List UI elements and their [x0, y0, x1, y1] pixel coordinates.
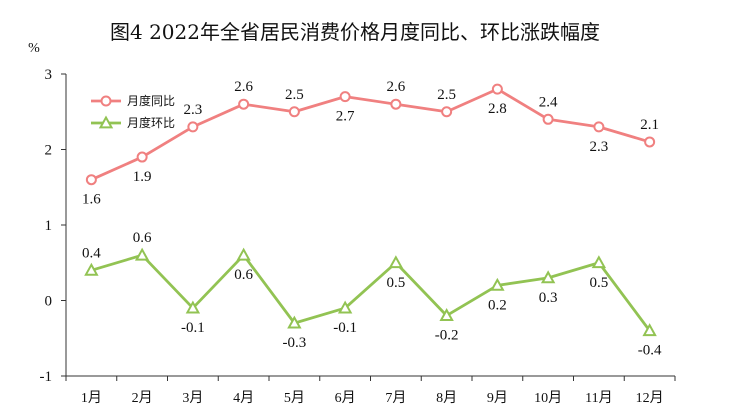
data-label-yoy: 2.6: [234, 79, 253, 95]
legend-label-mom: 月度环比: [127, 115, 175, 130]
chart-title: 图4 2022年全省居民消费价格月度同比、环比涨跌幅度: [110, 20, 600, 44]
data-label-yoy: 1.9: [133, 169, 152, 185]
data-point-mom: [642, 323, 657, 337]
x-tick-label: 9月: [487, 390, 508, 406]
data-point-mom: [591, 255, 607, 269]
data-point-yoy: [441, 106, 453, 118]
data-label-yoy: 2.3: [184, 102, 203, 118]
y-tick-label: 0: [45, 294, 53, 310]
data-label-yoy: 2.7: [336, 109, 355, 125]
x-tick-label: 12月: [636, 390, 664, 406]
data-point-yoy: [187, 121, 199, 133]
data-point-yoy: [542, 113, 554, 125]
data-label-yoy: 1.6: [82, 192, 101, 208]
data-label-mom: 0.5: [590, 275, 609, 291]
series-group: [84, 83, 657, 337]
data-point-yoy: [390, 98, 402, 110]
data-label-mom: -0.1: [181, 320, 205, 336]
legend-label-yoy: 月度同比: [127, 93, 175, 108]
x-tick-label: 6月: [335, 390, 356, 406]
data-point-yoy: [238, 98, 250, 110]
data-point-mom: [490, 277, 505, 291]
data-point-yoy: [288, 106, 300, 118]
data-labels: 1.6 1.9 2.3 2.6 2.5 2.7 2.6 2.5 2.8 2.4 2.3 2.1 0.4 0…: [82, 79, 662, 359]
series-line-mom: [90, 253, 651, 332]
data-point-mom: [236, 247, 251, 261]
y-tick-label: 3: [45, 67, 53, 83]
data-label-mom: -0.3: [283, 335, 307, 351]
data-label-mom: 0.4: [82, 245, 101, 261]
data-label-yoy: 2.4: [539, 94, 558, 110]
data-point-yoy: [339, 91, 351, 103]
x-tick-label: 4月: [233, 390, 254, 406]
y-tick-label: 1: [45, 218, 53, 234]
data-point-mom: [439, 308, 454, 321]
data-point-yoy: [644, 136, 656, 148]
series-line-yoy: [90, 87, 651, 181]
data-point-mom: [287, 315, 302, 329]
x-tick-label: 11月: [585, 390, 612, 406]
data-label-mom: -0.1: [333, 320, 357, 336]
x-tick-label: 5月: [284, 390, 305, 406]
data-label-mom: 0.6: [133, 230, 152, 246]
x-tick-label: 3月: [182, 390, 203, 406]
data-point-mom: [388, 255, 404, 269]
x-tick-label: 10月: [534, 390, 562, 406]
data-point-yoy: [491, 83, 503, 95]
x-tick-label: 2月: [132, 390, 153, 406]
axes: 3 2 1 0 -1 1月 2月 3月 4月 5月 6月 7月 8月 9月 10月 11月 12月: [40, 67, 676, 406]
data-label-mom: 0.5: [387, 275, 406, 291]
data-point-mom: [185, 300, 201, 314]
data-point-yoy: [85, 174, 97, 186]
y-tick-label: 2: [45, 143, 53, 159]
data-label-mom: 0.2: [488, 297, 507, 313]
data-label-yoy: 2.5: [437, 87, 456, 103]
data-label-mom: 0.3: [539, 290, 558, 306]
data-label-yoy: 2.3: [590, 139, 609, 155]
data-label-mom: -0.2: [435, 328, 459, 344]
data-label-yoy: 2.8: [488, 101, 507, 117]
data-label-yoy: 2.1: [640, 117, 659, 133]
y-tick-label: -1: [40, 369, 53, 385]
x-tick-label: 8月: [436, 390, 457, 406]
x-tick-label: 1月: [81, 390, 102, 406]
y-axis-unit: %: [28, 41, 40, 56]
data-label-mom: -0.4: [638, 343, 662, 359]
data-point-mom: [134, 247, 150, 261]
legend-marker-yoy: [100, 95, 112, 107]
data-point-yoy: [136, 151, 148, 163]
data-label-yoy: 2.6: [387, 79, 406, 95]
data-label-yoy: 2.5: [285, 87, 304, 103]
data-label-mom: 0.6: [234, 267, 253, 283]
data-point-mom: [84, 262, 99, 276]
legend-marker-mom: [98, 115, 114, 129]
data-point-mom: [337, 300, 353, 314]
x-tick-label: 7月: [385, 390, 406, 406]
data-point-yoy: [593, 121, 605, 133]
data-point-mom: [540, 270, 556, 284]
